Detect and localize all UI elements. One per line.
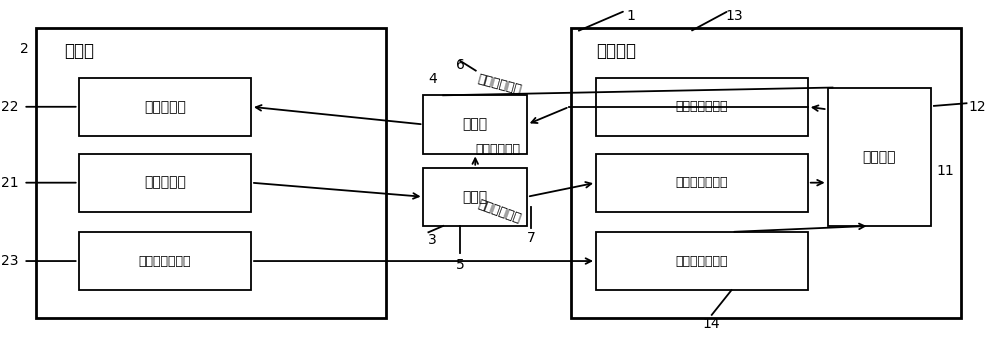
Text: 7: 7: [527, 231, 536, 245]
Bar: [423, 95, 527, 154]
Bar: [596, 232, 808, 290]
Text: 吸收入射光纤: 吸收入射光纤: [476, 198, 522, 225]
Text: 分束器: 分束器: [463, 190, 488, 204]
Text: 光声出射准直器: 光声出射准直器: [676, 100, 728, 113]
Text: 22: 22: [1, 100, 18, 114]
Text: 4: 4: [428, 72, 437, 86]
Text: 检测法兰: 检测法兰: [596, 42, 636, 60]
Text: 光声激光器: 光声激光器: [144, 176, 186, 190]
Text: 光声出射光纤: 光声出射光纤: [476, 72, 523, 97]
Bar: [571, 28, 961, 318]
Text: 13: 13: [725, 9, 743, 23]
Bar: [79, 232, 251, 290]
Text: 1: 1: [626, 9, 635, 23]
Text: 12: 12: [968, 100, 986, 114]
Text: 3: 3: [428, 233, 437, 247]
Text: 气体吸收激光器: 气体吸收激光器: [139, 255, 191, 268]
Text: 控制器: 控制器: [64, 42, 94, 60]
Bar: [596, 78, 808, 136]
Text: 光声入射准直器: 光声入射准直器: [676, 176, 728, 189]
Text: 23: 23: [1, 254, 18, 268]
Bar: [423, 168, 527, 226]
Text: 光声入射光纤: 光声入射光纤: [476, 143, 521, 156]
Text: 合束器: 合束器: [463, 118, 488, 131]
Bar: [36, 28, 386, 318]
Text: 吸收激光准直器: 吸收激光准直器: [676, 255, 728, 268]
Bar: [79, 154, 251, 212]
Text: 光电探测器: 光电探测器: [144, 100, 186, 114]
Bar: [828, 88, 931, 226]
Bar: [79, 78, 251, 136]
Text: 6: 6: [456, 58, 465, 72]
Text: 21: 21: [1, 176, 18, 190]
Text: 被测气体: 被测气体: [863, 150, 896, 164]
Text: 5: 5: [456, 258, 465, 272]
Text: 2: 2: [20, 42, 29, 56]
Text: 14: 14: [703, 317, 721, 331]
Text: 11: 11: [936, 164, 954, 178]
Bar: [596, 154, 808, 212]
